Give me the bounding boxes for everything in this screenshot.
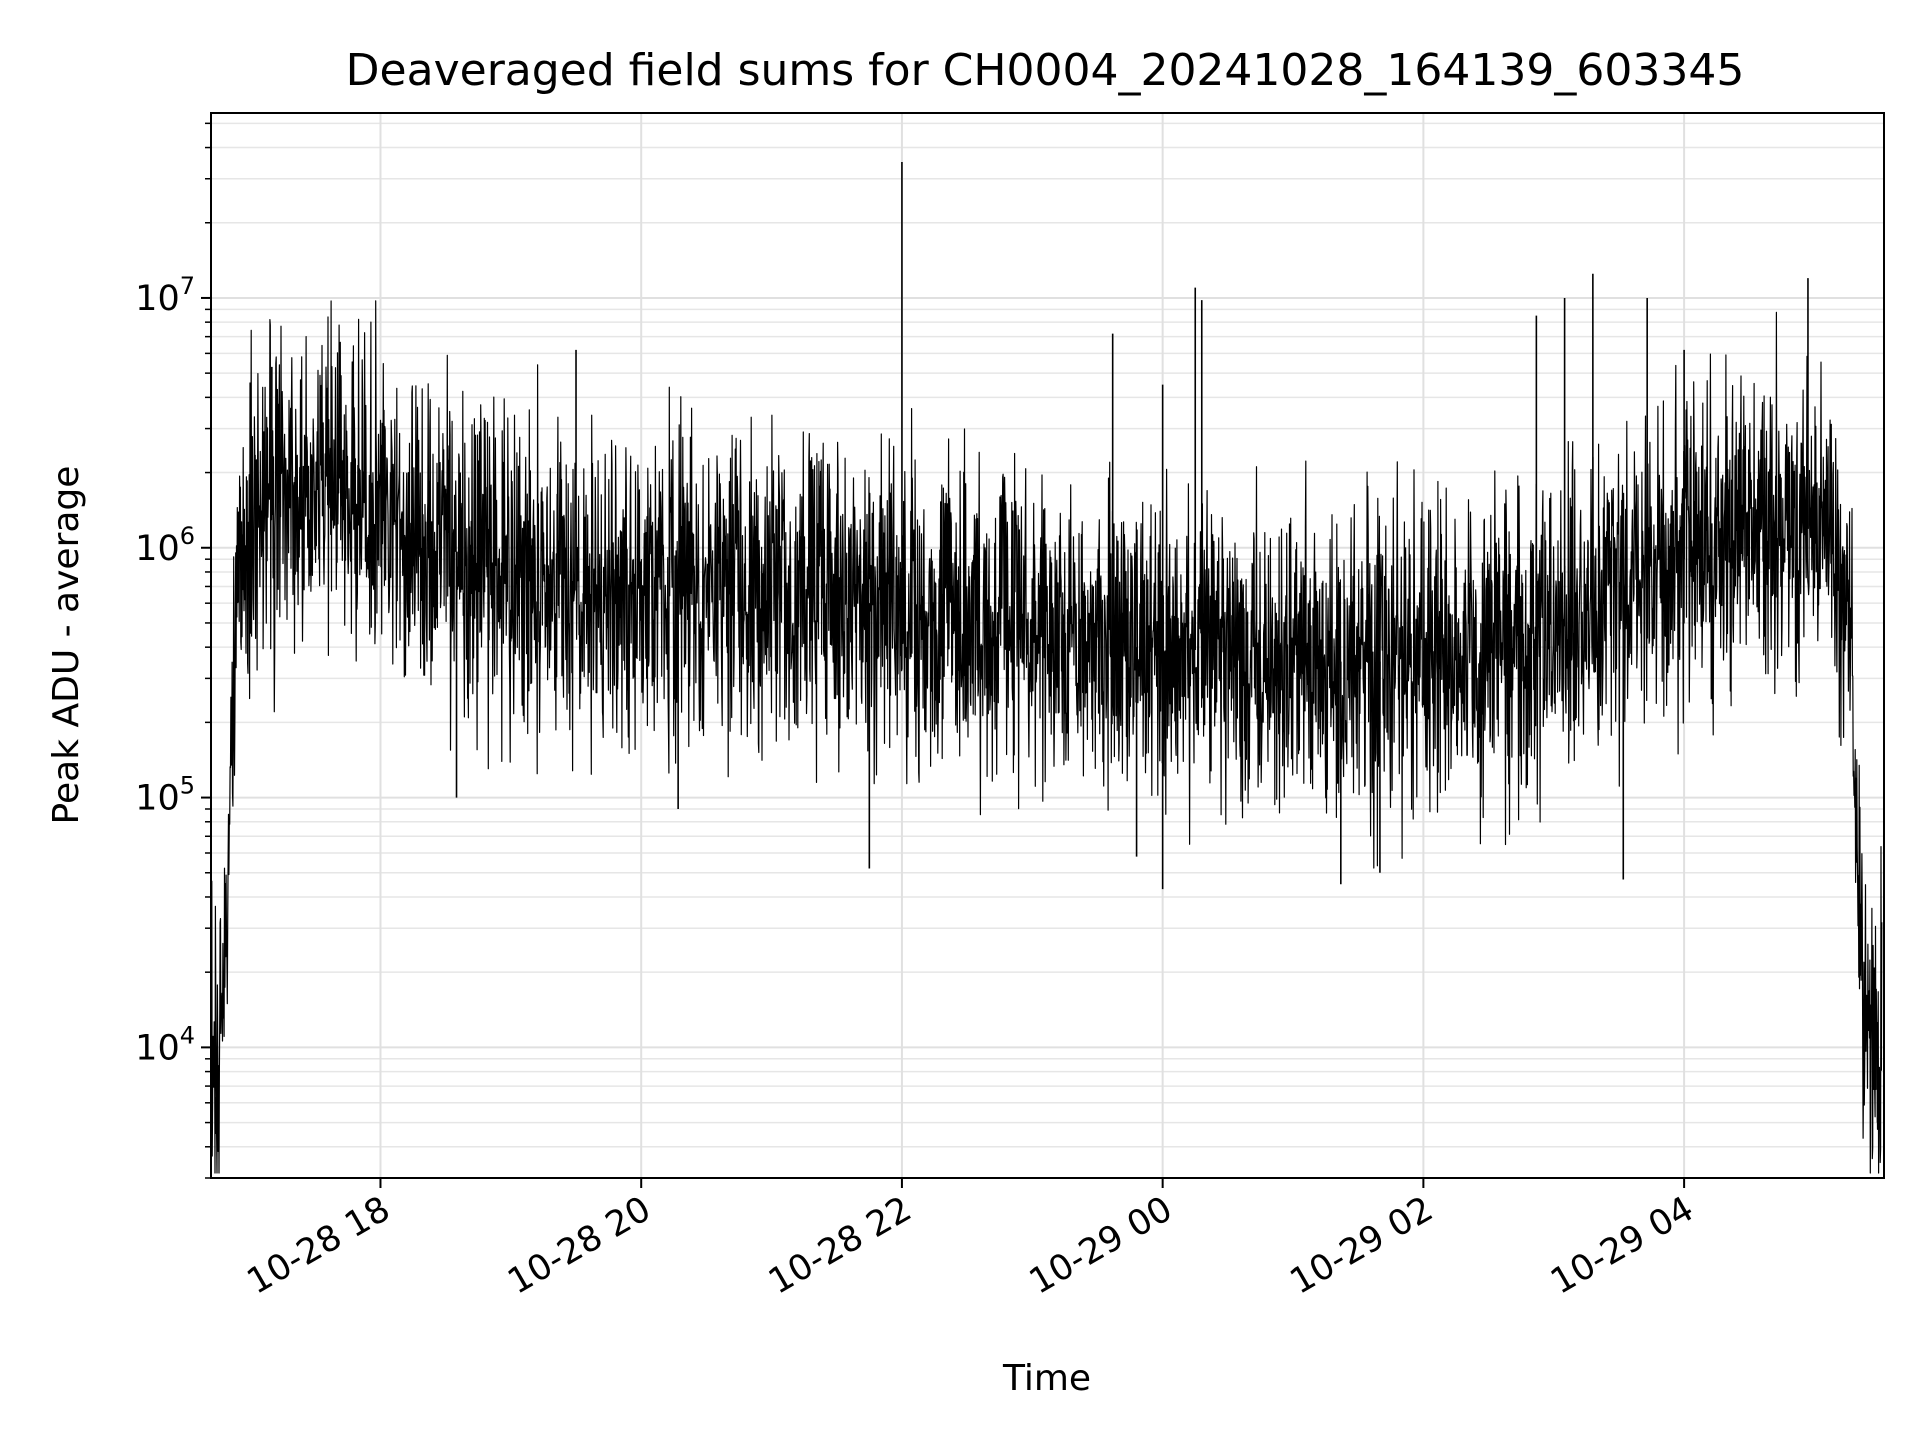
y-tick-label: 105	[135, 772, 195, 819]
series-line	[210, 300, 1883, 1174]
y-tick-exponent: 6	[180, 522, 195, 550]
y-tick-label: 107	[135, 272, 195, 319]
plot-frame	[210, 112, 1885, 1179]
series-layer	[210, 162, 1883, 1174]
y-tick-label: 104	[135, 1021, 195, 1068]
y-tick-base: 10	[135, 529, 180, 569]
y-tick-exponent: 7	[180, 272, 195, 300]
y-tick-base: 10	[135, 779, 180, 819]
y-tick-base: 10	[135, 1028, 180, 1068]
y-tick-label: 106	[135, 522, 195, 569]
y-tick-exponent: 4	[180, 1021, 195, 1049]
y-tick-exponent: 5	[180, 772, 195, 800]
y-axis-label: Peak ADU - average	[46, 466, 87, 825]
chart-title: Deaveraged field sums for CH0004_2024102…	[346, 45, 1745, 96]
y-tick-base: 10	[135, 279, 180, 319]
x-axis-label: Time	[1002, 1358, 1091, 1399]
